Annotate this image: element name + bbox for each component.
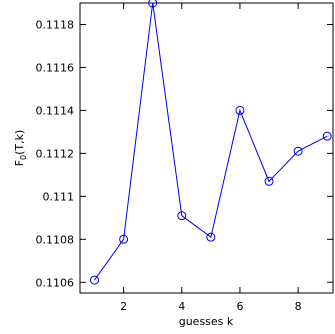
data-point <box>264 176 274 186</box>
series-group <box>90 0 332 285</box>
y-tick-label: 0.1108 <box>36 233 75 246</box>
data-point <box>148 0 158 8</box>
y-axis-label-subscript: 0 <box>19 155 28 160</box>
y-axis-label: F0(T,k) <box>13 130 28 167</box>
data-point <box>322 131 332 141</box>
y-tick-label: 0.1112 <box>36 147 75 160</box>
x-tick-label: 2 <box>120 300 127 313</box>
y-tick-label: 0.1116 <box>36 61 75 74</box>
data-point <box>119 234 129 244</box>
x-axis-label: guesses k <box>179 315 234 328</box>
data-point <box>206 232 216 242</box>
y-axis-label-main: F <box>13 160 26 166</box>
y-tick-label: 0.1118 <box>36 18 75 31</box>
y-tick-label: 0.1114 <box>36 104 75 117</box>
y-axis: 0.1106 0.1108 0.111 0.1112 0.1114 0.1116 0.111… <box>36 18 333 289</box>
data-point <box>235 105 245 115</box>
y-axis-label-suffix: (T,k) <box>13 130 26 155</box>
series-line <box>94 2 328 281</box>
x-axis: 2 4 6 8 <box>120 3 302 313</box>
data-point <box>293 146 303 156</box>
x-tick-label: 6 <box>236 300 243 313</box>
data-point <box>90 275 100 285</box>
x-tick-label: 8 <box>295 300 302 313</box>
x-tick-label: 4 <box>178 300 185 313</box>
y-tick-label: 0.1106 <box>36 276 75 289</box>
plot-frame <box>79 2 334 294</box>
y-tick-label: 0.111 <box>43 190 75 203</box>
data-point <box>177 211 187 221</box>
